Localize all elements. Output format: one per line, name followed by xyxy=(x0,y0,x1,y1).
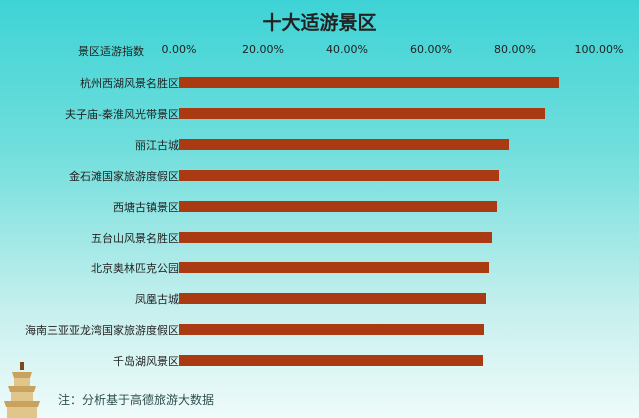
bar xyxy=(179,293,487,305)
pagoda-icon xyxy=(4,362,40,418)
x-tick-label: 0.00% xyxy=(161,43,197,56)
category-label: 北京奥林匹克公园 xyxy=(91,262,179,276)
x-tick-label: 40.00% xyxy=(326,43,368,56)
metric-label: 景区适游指数 xyxy=(78,45,144,58)
bar xyxy=(179,169,500,181)
bar xyxy=(179,107,546,119)
category-label: 金石滩国家旅游度假区 xyxy=(69,169,179,183)
footnote: 注：分析基于高德旅游大数据 xyxy=(58,393,215,407)
bar xyxy=(179,200,497,212)
chart-title: 十大适游景区 xyxy=(262,12,377,34)
bar xyxy=(179,355,483,367)
bar xyxy=(179,77,560,88)
category-label: 丽江古城 xyxy=(135,138,179,152)
x-tick-label: 80.00% xyxy=(494,43,536,56)
x-tick-label: 20.00% xyxy=(242,43,284,56)
bar xyxy=(179,138,509,150)
category-label: 千岛湖风景区 xyxy=(113,355,179,369)
category-label: 凤凰古城 xyxy=(135,293,179,307)
bar xyxy=(179,231,493,243)
category-label: 杭州西湖风景名胜区 xyxy=(80,77,179,90)
category-label: 海南三亚亚龙湾国家旅游度假区 xyxy=(25,324,179,338)
bar xyxy=(179,324,485,336)
category-label: 夫子庙-秦淮风光带景区 xyxy=(65,107,179,121)
category-label: 五台山风景名胜区 xyxy=(91,231,179,245)
x-tick-label: 100.00% xyxy=(574,43,624,56)
category-label: 西塘古镇景区 xyxy=(113,200,179,214)
x-tick-label: 60.00% xyxy=(410,43,452,56)
bar xyxy=(179,262,489,274)
